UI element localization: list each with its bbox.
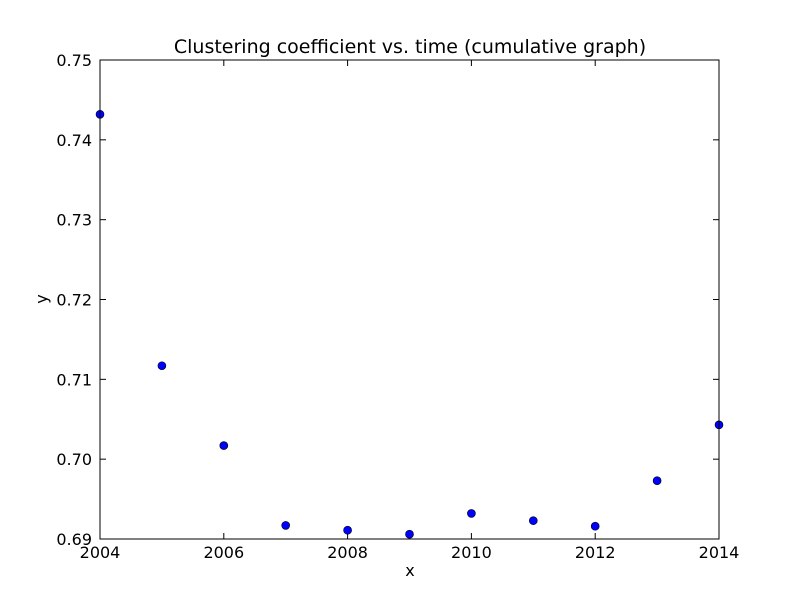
- data-point: [528, 516, 538, 525]
- x-tick-label: 2004: [80, 543, 121, 562]
- y-tick-label: 0.73: [56, 211, 92, 230]
- data-point: [343, 525, 352, 535]
- y-tick-label: 0.71: [56, 370, 92, 389]
- data-point: [281, 521, 291, 530]
- data-points: [95, 109, 724, 539]
- data-point: [652, 476, 662, 486]
- y-tick-label: 0.75: [56, 51, 92, 70]
- x-tick-label: 2012: [575, 543, 616, 562]
- data-point: [219, 441, 229, 450]
- y-tick-label: 0.74: [56, 131, 92, 150]
- x-tick-label: 2014: [699, 543, 740, 562]
- y-axis-label: y: [32, 294, 51, 303]
- y-tick-label: 0.70: [56, 450, 92, 469]
- x-tick-label: 2008: [327, 543, 368, 562]
- chart-title: Clustering coefficient vs. time (cumulat…: [174, 36, 646, 58]
- plot-frame: [99, 59, 720, 540]
- x-tick-label: 2006: [203, 543, 244, 562]
- x-axis-label: x: [405, 561, 414, 580]
- data-point: [467, 509, 476, 518]
- axis-ticks: 2004 2006 2008 2010 2012 2014 0.69 0.70 0.71 0.72…: [56, 51, 739, 562]
- y-tick-label: 0.69: [56, 530, 92, 549]
- y-tick-label: 0.72: [56, 291, 92, 310]
- data-point: [157, 361, 167, 371]
- data-point: [405, 529, 414, 539]
- x-tick-label: 2010: [451, 543, 492, 562]
- data-point: [590, 521, 600, 531]
